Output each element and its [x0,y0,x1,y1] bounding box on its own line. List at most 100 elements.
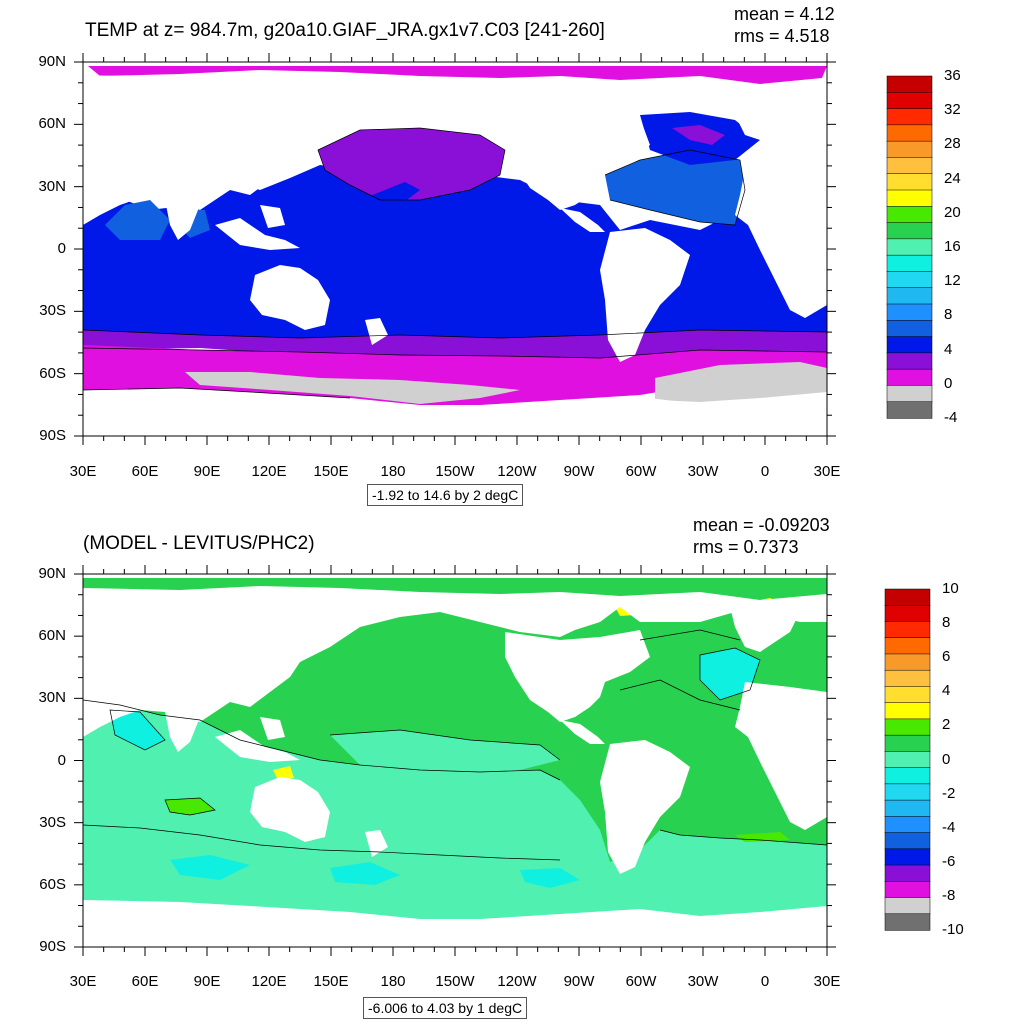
x-tick-label: 90W [563,463,595,480]
colorbar-swatch [886,189,933,207]
x-tick-label: 30W [687,463,719,480]
x-tick-label: 120E [251,973,287,990]
y-tick-label: 30S [39,302,66,320]
x-tick-label: 150W [435,973,475,990]
contour-lines [83,629,827,861]
colorbar-label: 20 [944,203,961,221]
x-tick-label: 120E [251,463,287,480]
colorbar-label: 8 [944,306,953,324]
y-tick-label: 30N [38,177,66,195]
colorbar-label: 0 [942,750,951,768]
colorbar-label: -6 [942,852,956,870]
contour-range-label: -1.92 to 14.6 by 2 degC [367,484,524,506]
y-tick-label: 90S [39,427,66,444]
y-tick-label: 60S [39,875,66,893]
colorbar-swatch [884,864,931,882]
contour-range-label: -6.006 to 4.03 by 1 degC [363,997,528,1019]
y-tick-label: 0 [57,240,66,257]
colorbar-swatch [884,832,931,850]
rms-stat: rms = 0.7373 [693,537,799,557]
colorbar-label: 6 [942,648,951,666]
southern-ocean-region [83,345,827,405]
colorbar-swatch [884,669,931,688]
colorbar-swatch [886,75,933,93]
contour-lines [83,127,827,399]
colorbar-label: 4 [944,340,953,358]
colorbar-swatch [884,604,931,623]
colorbar-swatch [884,637,931,655]
land-mask [83,74,827,436]
colorbar-label: 4 [942,682,951,700]
colorbar-swatch [886,303,933,321]
x-tick-label: 120W [497,463,537,480]
colorbar-label: 24 [944,169,961,187]
colorbar-label: 10 [942,580,959,597]
colorbar-label: -4 [942,818,956,836]
x-tick-label: 30E [813,973,841,990]
x-tick-label: 30W [687,973,719,990]
colorbar-label: -8 [942,886,956,904]
colorbar-swatch [884,653,931,671]
colorbar-label: 16 [944,238,961,255]
x-tick-label: 150E [313,463,349,480]
colorbar-swatch [884,734,931,753]
colorbar-swatch [884,848,931,866]
colorbar-label: 2 [942,716,951,734]
mean-stat: mean = 4.12 [734,4,835,24]
colorbar-swatch [884,913,931,931]
colorbar-swatch [884,702,931,720]
colorbar-swatch [886,124,933,142]
y-tick-label: 0 [57,751,66,769]
colorbar-swatch [884,783,931,801]
y-tick-label: 90S [39,938,66,955]
colorbar-swatch [886,368,933,387]
colorbar-swatch [884,588,931,606]
colorbar-label: 32 [944,101,961,119]
colorbar-swatch [886,320,933,338]
colorbar-swatch [886,336,933,354]
colorbar-swatch [886,173,933,191]
temperature-map [83,62,827,436]
colorbar-swatch [886,206,933,224]
colorbar-swatch [886,238,933,256]
y-tick-label: 30N [38,689,66,707]
land-mask [83,586,827,947]
axis-ticks-2 [74,565,836,956]
x-tick-label: 30E [69,463,97,480]
colorbar-2 [884,588,931,931]
x-tick-label: 90E [193,973,221,990]
x-tick-label: 150W [435,463,475,480]
y-tick-label: 90N [38,565,66,582]
x-tick-label: 0 [760,463,770,480]
chart-title: TEMP at z= 984.7m, g20a10.GIAF_JRA.gx1v7… [85,20,605,41]
colorbar-swatch [886,401,933,419]
x-tick-label: 180 [380,973,406,990]
x-tick-label: 30E [69,973,97,990]
colorbar-swatch [886,385,933,403]
north-atlantic-region [605,150,745,225]
x-tick-label: 60E [131,973,159,990]
colorbar-swatch [884,799,931,817]
colorbar-1 [886,75,933,419]
y-tick-label: 30S [39,813,66,831]
x-tick-label: 60E [131,463,159,480]
colorbar-swatch [884,897,931,915]
x-tick-label: 90W [563,973,595,990]
x-tick-label: 90E [193,463,221,480]
colorbar-swatch [884,881,931,899]
colorbar-label: 12 [944,272,961,290]
rms-stat: rms = 4.518 [734,26,830,46]
y-tick-label: 60N [38,115,66,133]
arctic-region [88,66,827,84]
x-tick-label: 60W [625,973,657,990]
chart-title: (MODEL - LEVITUS/PHC2) [83,533,315,554]
y-tick-label: 60S [39,364,66,382]
x-tick-label: 150E [313,973,349,990]
difference-map [83,574,827,947]
colorbar-swatch [884,686,931,704]
colorbar-swatch [884,816,931,834]
x-tick-label: 0 [760,973,770,990]
x-tick-label: 120W [497,973,537,990]
x-tick-label: 180 [380,463,406,480]
